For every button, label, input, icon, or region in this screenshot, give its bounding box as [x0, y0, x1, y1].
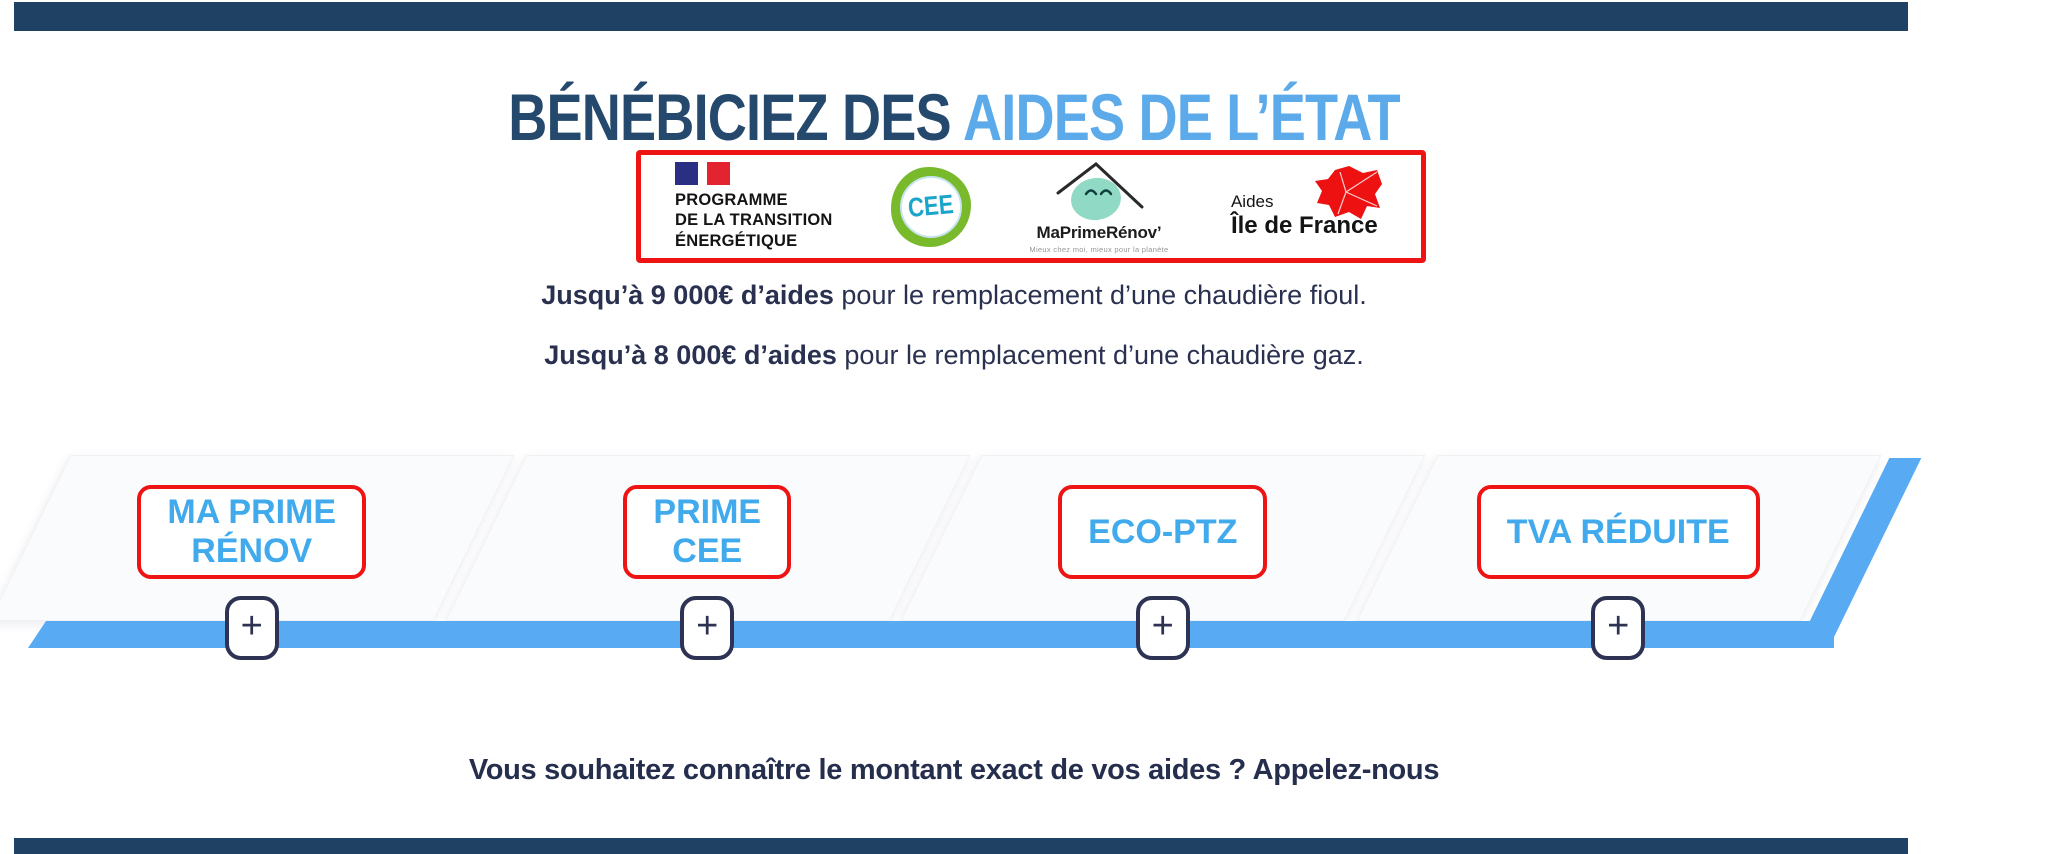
claim-fioul-rest: pour le remplacement d’une chaudière fio…	[833, 280, 1367, 310]
maprimerenov-logo: MaPrimeRénov’ Mieux chez moi, mieux pour…	[1029, 159, 1168, 254]
programme-line: PROGRAMME	[675, 191, 788, 210]
idf-region-name: Île de France	[1230, 211, 1378, 239]
cee-badge-inner-ring: CEE	[899, 175, 962, 238]
french-flag-icon	[675, 162, 833, 186]
aid-amount-claims: Jusqu’à 9 000€ d’aides pour le remplacem…	[0, 278, 1908, 398]
aid-segment-prime-cee: PRIME CEE +	[486, 455, 930, 660]
maprimerenov-name: MaPrimeRénov’	[1036, 223, 1162, 242]
aid-label-prime-cee: PRIME CEE	[623, 485, 792, 579]
title-dark-text: BÉNÉBICIEZ DES	[508, 80, 964, 155]
programme-transition-energetique-logo: PROGRAMME DE LA TRANSITION ÉNERGÉTIQUE	[675, 162, 833, 250]
aid-label-line: TVA RÉDUITE	[1506, 512, 1730, 551]
flag-red-square	[707, 162, 730, 186]
idf-aides-label: Aides	[1230, 191, 1274, 211]
flag-blue-square	[675, 162, 698, 186]
expand-eco-ptz-button[interactable]: +	[1135, 596, 1190, 660]
claim-fioul: Jusqu’à 9 000€ d’aides pour le remplacem…	[0, 278, 1908, 312]
ile-de-france-map-icon	[1314, 165, 1382, 219]
cee-badge-icon: CEE	[890, 166, 971, 247]
maprimerenov-house-icon	[1056, 162, 1144, 221]
title-light-text: AIDES DE L’ÉTAT	[963, 80, 1401, 155]
aid-segment-tva-reduite: TVA RÉDUITE +	[1397, 455, 1841, 660]
aid-label-line: ECO-PTZ	[1088, 512, 1238, 551]
expand-ma-prime-renov-button[interactable]: +	[224, 596, 279, 660]
cee-label: CEE	[906, 189, 955, 223]
aid-label-ma-prime-renov: MA PRIME RÉNOV	[137, 485, 367, 579]
cta-text: Vous souhaitez connaître le montant exac…	[468, 754, 1440, 786]
partner-logos-strip: PROGRAMME DE LA TRANSITION ÉNERGÉTIQUE C…	[636, 150, 1426, 263]
expand-tva-reduite-button[interactable]: +	[1591, 596, 1646, 660]
aids-ribbon: MA PRIME RÉNOV + PRIME CEE + ECO-PTZ + T…	[30, 455, 1841, 660]
claim-fioul-amount: Jusqu’à 9 000€ d’aides	[541, 280, 834, 310]
aid-segment-eco-ptz: ECO-PTZ +	[941, 455, 1385, 660]
aid-segment-ma-prime-renov: MA PRIME RÉNOV +	[30, 455, 474, 660]
blue-underline-bar	[28, 621, 1834, 648]
claim-gaz: Jusqu’à 8 000€ d’aides pour le remplacem…	[0, 338, 1908, 372]
aid-label-tva-reduite: TVA RÉDUITE	[1476, 485, 1760, 579]
claim-gaz-rest: pour le remplacement d’une chaudière gaz…	[836, 340, 1364, 370]
programme-line: ÉNERGÉTIQUE	[675, 231, 798, 250]
maprimerenov-tagline: Mieux chez moi, mieux pour la planète	[1029, 245, 1169, 254]
programme-line: DE LA TRANSITION	[675, 211, 833, 230]
expand-prime-cee-button[interactable]: +	[680, 596, 735, 660]
page-title: BÉNÉBICIEZ DES AIDES DE L’ÉTAT	[172, 84, 1737, 150]
aid-label-line: CEE	[672, 532, 743, 570]
bottom-border-bar	[14, 838, 1908, 854]
aid-label-line: PRIME	[653, 493, 762, 532]
aid-label-eco-ptz: ECO-PTZ	[1058, 485, 1268, 579]
aides-ile-de-france-logo: Aides Île de France	[1227, 164, 1387, 250]
aid-label-line: MA PRIME	[167, 493, 337, 532]
aid-label-line: RÉNOV	[191, 532, 313, 570]
claim-gaz-amount: Jusqu’à 8 000€ d’aides	[544, 340, 837, 370]
top-border-bar	[14, 2, 1908, 31]
